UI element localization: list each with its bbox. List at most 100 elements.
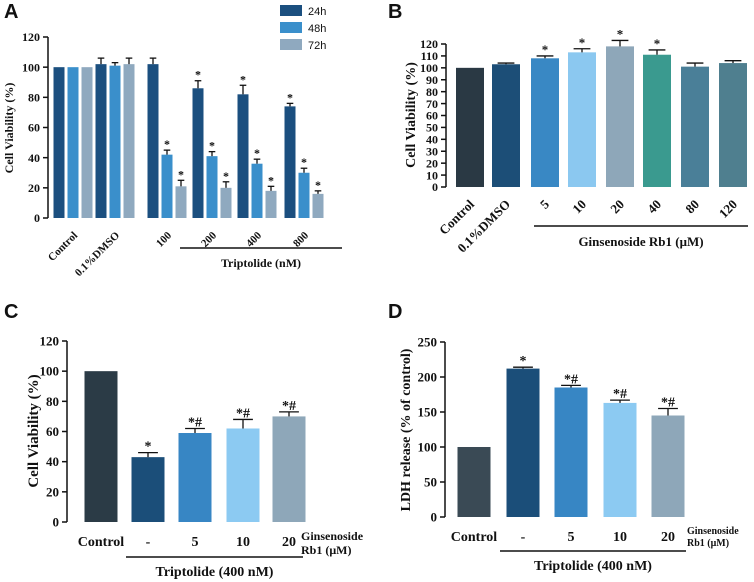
y-tick-label-b: 50 [426,121,438,135]
y-tick-label-a: 60 [28,121,40,135]
significance-mark-a: * [178,167,184,181]
significance-mark-c: * [145,440,152,455]
y-tick-label-b: 60 [426,109,438,123]
bar-a [53,67,65,219]
x-tick-label-c: 20 [282,535,296,550]
bar-a [265,190,277,218]
significance-mark-a: * [195,68,201,82]
y-axis-label-d: LDH release (% of control) [399,348,414,511]
bar-a [175,186,187,218]
significance-mark-d: *# [613,387,627,402]
panel-a: A 24h 48h 72h 0 20 40 60 80 100 120 Cell Viabilit… [2,1,342,279]
significance-mark-a: * [223,169,229,183]
significance-mark-a: * [209,139,215,153]
significance-mark-d: *# [661,396,675,411]
y-axis-label-a: Cell Viability (%) [2,83,16,174]
significance-mark-a: * [301,155,307,169]
y-tick-label-d: 200 [418,370,438,385]
x-tick-label-c: 5 [192,535,199,550]
bar-c [226,428,260,522]
y-tick-label-c: 0 [53,515,60,530]
ginsenoside-note-line2-c: Rb1 (μM) [301,543,351,557]
bar-b [492,64,520,187]
legend-swatch-a [280,5,302,16]
bar-b [643,54,671,187]
group-label-d: Triptolide (400 nM) [534,559,652,574]
significance-mark-a: * [287,90,293,104]
y-tick-label-a: 20 [28,181,40,195]
x-tick-label-d: 20 [661,530,675,545]
bar-a [161,154,173,218]
y-tick-label-c: 60 [46,424,59,439]
group-label-b: Ginsenoside Rb1 (μM) [578,234,703,249]
bar-a [147,64,159,219]
bar-d [603,402,637,517]
significance-mark-a: * [315,178,321,192]
bar-a [109,65,121,219]
bar-b [719,63,747,187]
bar-d [651,415,685,517]
y-tick-label-a: 40 [28,151,40,165]
significance-mark-c: *# [282,399,296,414]
y-tick-label-d: 0 [431,510,438,525]
bar-b [568,52,596,187]
y-tick-label-c: 100 [40,364,60,379]
y-tick-label-a: 80 [28,91,40,105]
bar-a [123,64,135,219]
y-tick-label-d: 150 [418,405,438,420]
legend-a: 24h 48h 72h [280,5,326,52]
x-tick-label-b: 80 [682,197,702,217]
significance-mark-a: * [254,146,260,160]
y-tick-label-d: 250 [418,335,438,350]
y-tick-label-b: 10 [426,168,438,182]
y-axis-label-c: Cell Viability (%) [26,374,42,487]
bar-a [298,172,310,218]
bar-d [554,387,588,517]
significance-mark-a: * [268,173,274,187]
y-tick-label-c: 40 [46,454,59,469]
y-tick-label-b: 110 [421,49,438,63]
y-tick-label-b: 120 [420,37,438,51]
y-tick-label-b: 0 [432,180,438,194]
plot-c: 0 20 40 60 80 100 120 Cell Viability (%) * *# *# *#… [26,334,364,580]
bar-c [178,433,212,522]
x-tick-label-c: 10 [236,535,250,550]
bar-a [237,94,249,218]
panel-label-a: A [4,1,18,23]
x-tick-label-a: 100 [154,229,175,250]
x-tick-label-b: 10 [569,197,589,217]
y-tick-label-b: 40 [426,133,438,147]
significance-mark-b: * [617,26,624,41]
significance-mark-b: * [654,36,661,51]
y-tick-label-b: 70 [426,97,438,111]
x-tick-label-a: 200 [199,229,220,250]
y-tick-label-b: 30 [426,144,438,158]
panel-c: C 0 20 40 60 80 100 120 Cell Viability (%) * *# *#… [4,301,364,580]
plot-d: 0 50 100 150 200 250 LDH release (% of control… [399,335,739,574]
x-tick-label-b: 40 [644,197,664,217]
bar-c [131,457,165,522]
y-tick-label-a: 0 [34,211,40,225]
bar-b [681,66,709,187]
significance-mark-a: * [240,72,246,86]
bar-a [67,67,79,219]
x-tick-label-d: - [521,530,526,545]
x-tick-label-d: 5 [568,530,575,545]
bar-d [457,447,491,517]
bar-a [192,88,204,219]
ginsenoside-note-line1-c: Ginsenoside [301,529,364,543]
y-tick-label-d: 100 [418,440,438,455]
x-tick-label-a: 0.1%DMSO [73,229,123,279]
y-tick-label-b: 100 [420,61,438,75]
legend-label-a: 72h [308,40,326,52]
panel-d: D 0 50 100 150 200 250 LDH release (% of contr… [388,301,739,574]
x-tick-label-a: Control [46,230,80,264]
y-tick-label-c: 20 [46,484,59,499]
x-tick-label-d: 10 [613,530,627,545]
bar-c [272,416,306,522]
bar-b [531,58,559,187]
bar-c [84,371,118,522]
y-tick-label-c: 80 [46,394,59,409]
